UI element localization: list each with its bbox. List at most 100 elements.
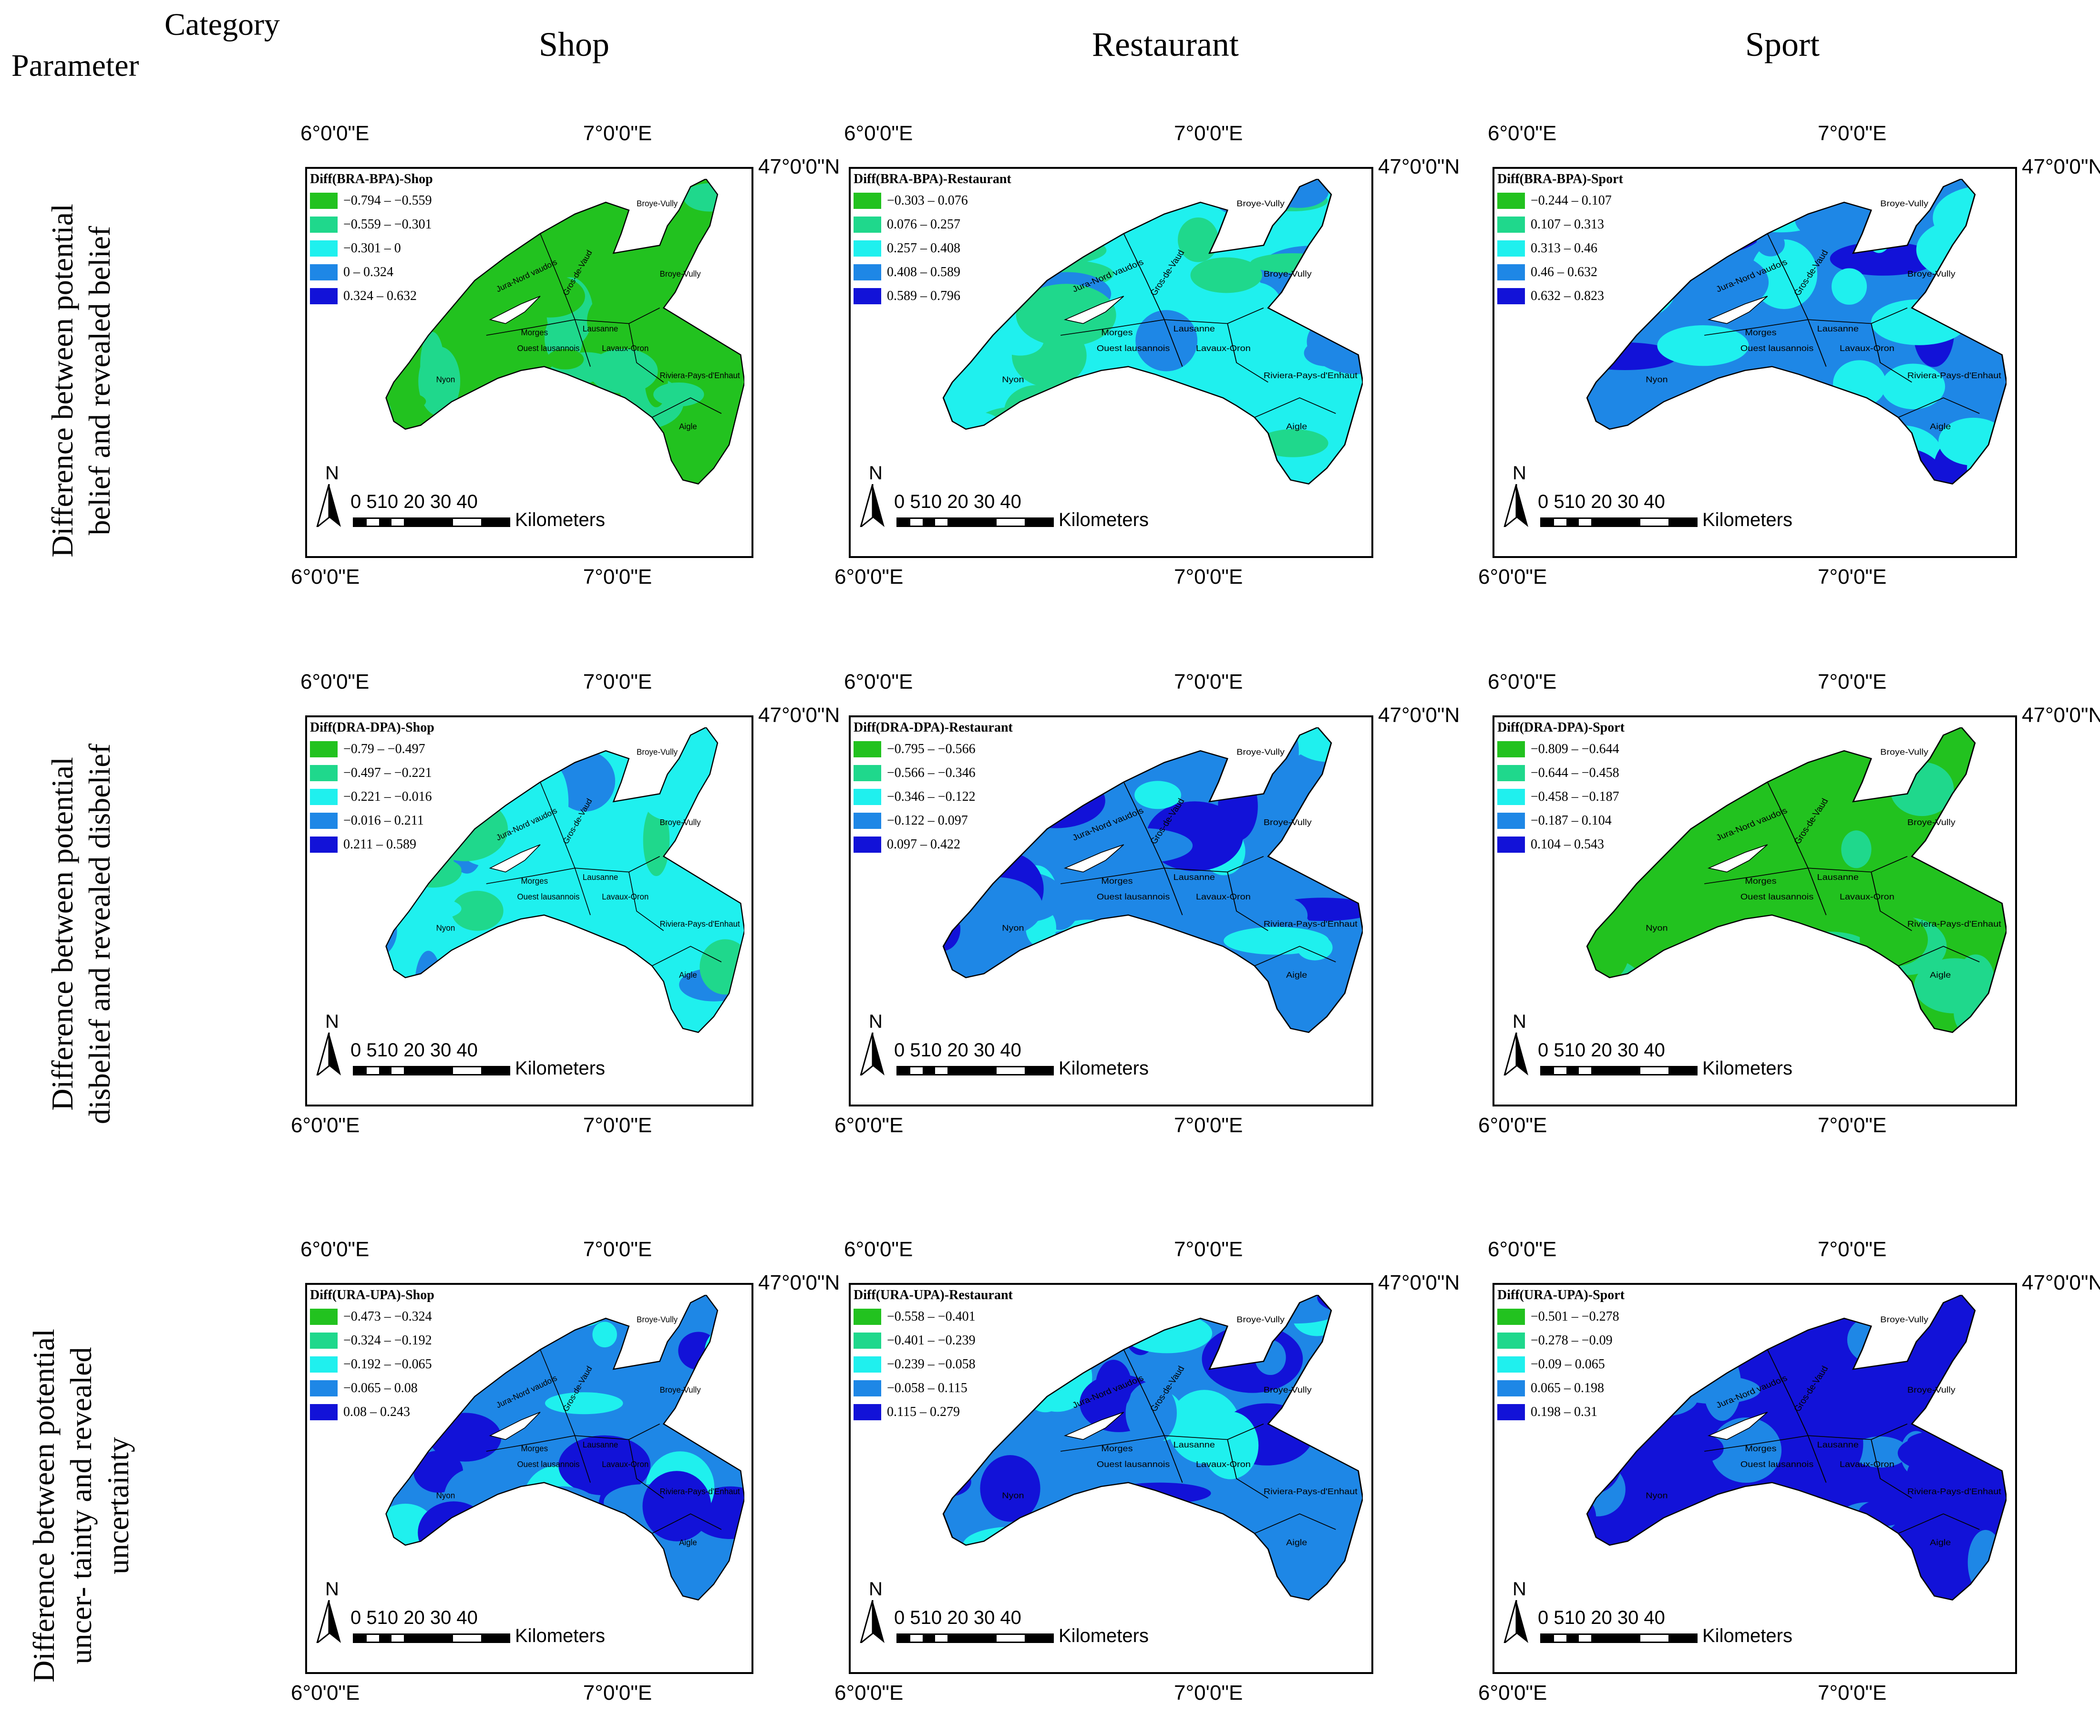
latitude-label: 47°0'0"N	[2022, 1271, 2100, 1294]
region-label: Lavaux-Oron	[1840, 892, 1894, 901]
legend-item: −0.016 – 0.211	[310, 809, 434, 833]
north-label: N	[325, 1011, 339, 1032]
map-legend: Diff(BRA-BPA)-Shop −0.794 – −0.559 −0.559 …	[310, 172, 433, 308]
north-label: N	[869, 1011, 883, 1032]
longitude-label: 7°0'0"E	[1174, 1114, 1243, 1137]
region-label: Ouest lausannois	[517, 343, 579, 352]
legend-item: 0.097 – 0.422	[854, 833, 1013, 857]
vaud-map: Jura-Nord vaudoisBroye-VullyBroye-VullyG…	[385, 1294, 745, 1601]
longitude-label: 7°0'0"E	[583, 670, 652, 693]
legend-swatch	[1497, 240, 1525, 257]
region-label: Lausanne	[1817, 1440, 1859, 1449]
legend-label: −0.244 – 0.107	[1531, 193, 1612, 208]
region-label: Morges	[1101, 1444, 1132, 1453]
legend-item: −0.239 – −0.058	[854, 1353, 1013, 1376]
legend-swatch	[854, 1404, 881, 1420]
north-label: N	[869, 463, 883, 484]
region-label: Ouest lausannois	[1097, 343, 1170, 352]
legend-item: −0.065 – 0.08	[310, 1376, 434, 1400]
legend-label: −0.473 – −0.324	[343, 1309, 432, 1324]
legend-item: −0.192 – −0.065	[310, 1353, 434, 1376]
map-legend: Diff(URA-UPA)-Restaurant −0.558 – −0.401 −…	[854, 1288, 1013, 1424]
column-header-sport: Sport	[1745, 25, 1820, 63]
region-label: Broye-Vully	[637, 199, 678, 208]
latitude-label: 47°0'0"N	[758, 1271, 840, 1294]
longitude-label: 6°0'0"E	[834, 1681, 904, 1705]
legend-swatch	[854, 813, 881, 829]
legend-swatch	[1497, 1404, 1525, 1420]
legend-swatch	[854, 1309, 881, 1325]
north-arrow-icon: N	[858, 1579, 887, 1645]
scale-numbers: 0 510 20 30 40	[894, 491, 1021, 512]
legend-label: −0.566 – −0.346	[887, 765, 976, 780]
legend-item: −0.187 – 0.104	[1497, 809, 1625, 833]
legend-swatch	[310, 765, 338, 781]
vaud-map: Jura-Nord vaudoisBroye-VullyBroye-VullyG…	[385, 178, 745, 485]
region-label: Riviera-Pays-d'Enhaut	[1907, 371, 2002, 380]
region-label: Lavaux-Oron	[1196, 343, 1251, 352]
vaud-map: Jura-Nord vaudoisBroye-VullyBroye-VullyG…	[1586, 727, 2007, 1033]
region-label: Lavaux-Oron	[1196, 892, 1251, 901]
map-legend: Diff(BRA-BPA)-Sport −0.244 – 0.107 0.107 –…	[1497, 172, 1623, 308]
longitude-label: 7°0'0"E	[1174, 565, 1243, 589]
north-arrow-icon: N	[1502, 463, 1531, 529]
longitude-label: 6°0'0"E	[844, 670, 913, 693]
legend-item: −0.566 – −0.346	[854, 761, 1013, 785]
map-legend: Diff(URA-UPA)-Sport −0.501 – −0.278 −0.278…	[1497, 1288, 1625, 1424]
legend-swatch	[854, 741, 881, 757]
legend-label: 0.065 – 0.198	[1531, 1381, 1604, 1395]
region-label: Lausanne	[583, 1440, 618, 1449]
region-label: Aigle	[1286, 970, 1307, 979]
region-label: Ouest lausannois	[1740, 343, 1813, 352]
legend-swatch	[854, 264, 881, 280]
legend-item: 0.313 – 0.46	[1497, 237, 1623, 260]
legend-label: 0 – 0.324	[343, 265, 393, 279]
region-label: Lavaux-Oron	[1196, 1459, 1251, 1468]
legend-item: −0.458 – −0.187	[1497, 785, 1625, 809]
legend-swatch	[1497, 1309, 1525, 1325]
region-label: Broye-Vully	[1264, 269, 1312, 278]
legend-swatch	[1497, 217, 1525, 233]
legend-label: 0.198 – 0.31	[1531, 1405, 1597, 1419]
latitude-label: 47°0'0"N	[758, 703, 840, 727]
longitude-label: 6°0'0"E	[1488, 1238, 1557, 1261]
longitude-label: 7°0'0"E	[583, 1114, 652, 1137]
map-legend: Diff(DRA-DPA)-Shop −0.79 – −0.497 −0.497 –…	[310, 720, 434, 857]
legend-title: Diff(URA-UPA)-Sport	[1497, 1288, 1625, 1302]
scale-unit: Kilometers	[1059, 509, 1149, 530]
longitude-label: 7°0'0"E	[1174, 1681, 1243, 1705]
legend-label: 0.097 – 0.422	[887, 837, 960, 852]
longitude-label: 7°0'0"E	[1818, 565, 1887, 589]
legend-label: −0.221 – −0.016	[343, 789, 432, 804]
legend-swatch	[310, 1356, 338, 1373]
parameter-header: Parameter	[11, 48, 139, 83]
latitude-label: 47°0'0"N	[1378, 703, 1460, 727]
region-label: Lavaux-Oron	[602, 1459, 649, 1468]
region-label: Broye-Vully	[637, 1315, 678, 1324]
legend-swatch	[1497, 193, 1525, 209]
legend-item: −0.303 – 0.076	[854, 189, 1011, 213]
region-label: Aigle	[1930, 422, 1951, 431]
map-legend: Diff(DRA-DPA)-Sport −0.809 – −0.644 −0.644…	[1497, 720, 1625, 857]
legend-swatch	[310, 1309, 338, 1325]
map-legend: Diff(DRA-DPA)-Restaurant −0.795 – −0.566 −…	[854, 720, 1013, 857]
legend-label: −0.458 – −0.187	[1531, 789, 1619, 804]
legend-swatch	[310, 837, 338, 853]
scale-numbers: 0 510 20 30 40	[350, 491, 478, 512]
map-panel: 6°0'0"E 7°0'0"E 47°0'0"N 6°0'0"E 7°0'0"E Jura…	[291, 1238, 840, 1705]
scale-unit: Kilometers	[515, 1058, 605, 1079]
longitude-label: 7°0'0"E	[1818, 1238, 1887, 1261]
legend-item: 0.104 – 0.543	[1497, 833, 1625, 857]
north-label: N	[325, 1579, 339, 1600]
region-label: Broye-Vully	[659, 817, 701, 827]
legend-item: −0.558 – −0.401	[854, 1305, 1013, 1329]
legend-label: 0.324 – 0.632	[343, 289, 417, 303]
region-label: Nyon	[1002, 923, 1024, 932]
legend-label: −0.795 – −0.566	[887, 742, 976, 756]
legend-swatch	[310, 217, 338, 233]
legend-label: 0.211 – 0.589	[343, 837, 416, 852]
legend-item: 0.065 – 0.198	[1497, 1376, 1625, 1400]
scale-numbers: 0 510 20 30 40	[350, 1607, 478, 1628]
legend-label: −0.278 – −0.09	[1531, 1333, 1613, 1348]
legend-swatch	[1497, 1333, 1525, 1349]
